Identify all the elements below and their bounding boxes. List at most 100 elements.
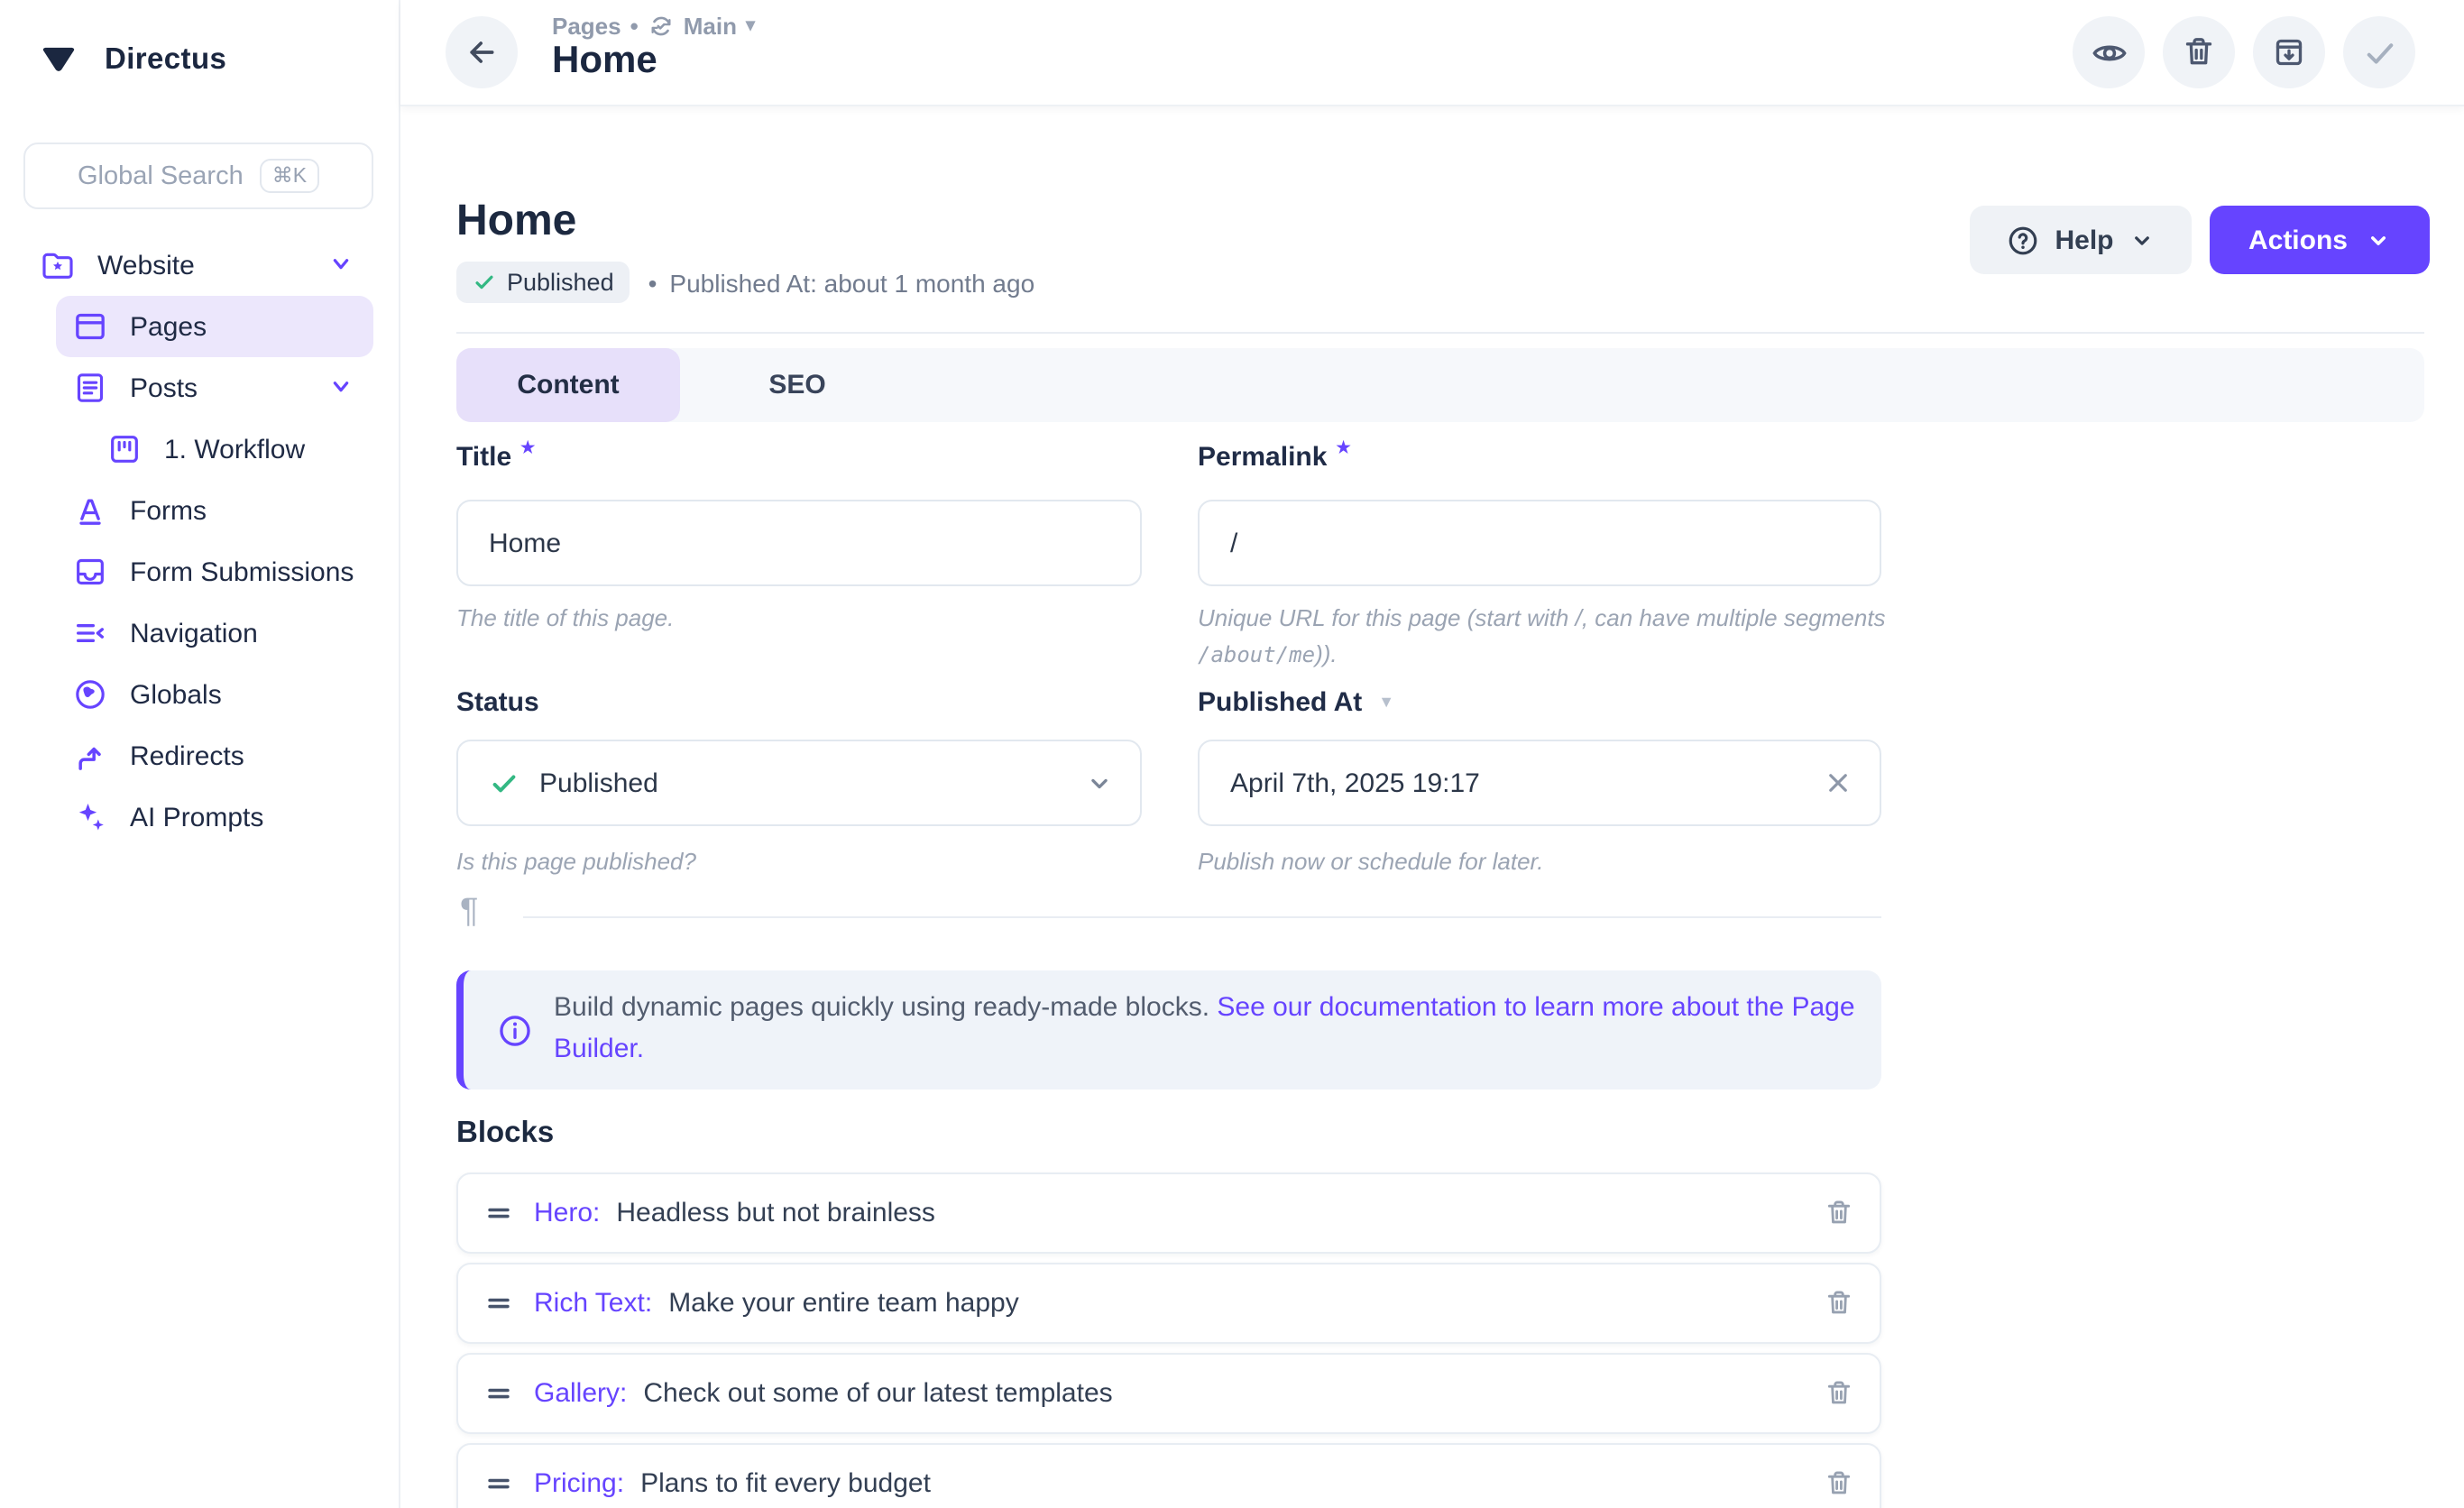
sidebar-item-label: AI Prompts — [130, 802, 264, 832]
drag-handle-icon[interactable] — [483, 1288, 514, 1319]
tab-content[interactable]: Content — [456, 348, 680, 422]
block-type[interactable]: Pricing: — [534, 1468, 625, 1499]
back-button[interactable] — [446, 16, 518, 88]
sidebar-item-workflow[interactable]: 1. Workflow — [90, 418, 373, 480]
search-shortcut-badge: ⌘K — [259, 159, 320, 193]
sidebar-item-navigation[interactable]: Navigation — [56, 602, 373, 664]
block-row-pricing[interactable]: Pricing: Plans to fit every budget — [456, 1443, 1881, 1508]
tab-bar: Content SEO — [456, 348, 2424, 422]
status-field-note: Is this page published? — [456, 848, 696, 875]
breadcrumb[interactable]: Pages • Main ▾ — [552, 13, 755, 40]
archive-button[interactable] — [2253, 16, 2325, 88]
search-placeholder: Global Search — [77, 161, 244, 190]
breadcrumb-collection[interactable]: Pages — [552, 13, 621, 40]
sidebar-item-label: Navigation — [130, 618, 258, 648]
drag-handle-icon[interactable] — [483, 1468, 514, 1499]
chevron-down-icon[interactable] — [326, 373, 373, 402]
block-title: Check out some of our latest templates — [643, 1378, 1113, 1409]
documentation-link[interactable]: See our documentation to learn more abou… — [554, 992, 1855, 1063]
sidebar-item-redirects[interactable]: Redirects — [56, 725, 373, 786]
inbox-icon — [77, 558, 104, 585]
sidebar-item-form-submissions[interactable]: Form Submissions — [56, 541, 373, 602]
menu-open-icon — [77, 624, 105, 642]
status-select[interactable]: Published — [456, 740, 1142, 826]
title-field-label: Title ★ — [456, 438, 536, 473]
block-row-gallery[interactable]: Gallery: Check out some of our latest te… — [456, 1353, 1881, 1434]
app-logo[interactable]: Directus — [0, 0, 399, 83]
block-delete-button[interactable] — [1824, 1378, 1854, 1409]
trash-icon — [1827, 1471, 1851, 1494]
drag-handle-icon[interactable] — [483, 1198, 514, 1228]
chevron-down-icon — [2370, 235, 2385, 244]
tab-seo[interactable]: SEO — [768, 370, 826, 400]
save-button[interactable] — [2343, 16, 2415, 88]
page-title: Home — [456, 197, 577, 245]
document-icon — [77, 373, 104, 402]
breadcrumb-version[interactable]: Main — [683, 13, 737, 40]
info-icon — [500, 1016, 530, 1046]
breadcrumb-separator: • — [630, 13, 639, 40]
status-field-label: Status — [456, 687, 539, 718]
help-button[interactable]: Help — [1970, 206, 2192, 274]
sidebar-item-posts[interactable]: Posts — [56, 357, 373, 418]
published-meta: • Published At: about 1 month ago — [648, 268, 1035, 297]
block-row-rich-text[interactable]: Rich Text: Make your entire team happy — [456, 1263, 1881, 1344]
block-title: Headless but not brainless — [616, 1198, 935, 1228]
app-logo-text: Directus — [105, 43, 227, 76]
redirect-arrow-icon — [78, 747, 101, 770]
block-delete-button[interactable] — [1824, 1198, 1854, 1228]
pilcrow-icon: ¶ — [460, 893, 479, 931]
eye-icon — [2092, 44, 2126, 60]
sidebar-item-label: Forms — [130, 495, 207, 526]
drag-handle-icon[interactable] — [483, 1378, 514, 1409]
published-at-input[interactable]: April 7th, 2025 19:17 — [1198, 740, 1881, 826]
caret-down-icon[interactable]: ▼ — [1378, 693, 1395, 711]
chevron-down-icon — [1091, 777, 1108, 788]
trash-icon — [1827, 1200, 1851, 1224]
top-header: Pages • Main ▾ Home — [400, 0, 2464, 106]
block-row-hero[interactable]: Hero: Headless but not brainless — [456, 1172, 1881, 1254]
block-delete-button[interactable] — [1824, 1288, 1854, 1319]
close-icon — [1829, 774, 1847, 792]
arrow-left-icon — [470, 41, 494, 63]
globe-icon — [76, 680, 105, 709]
sidebar-item-ai-prompts[interactable]: AI Prompts — [56, 786, 373, 848]
banner-text: Build dynamic pages quickly using ready-… — [554, 992, 1855, 1063]
sidebar-item-label: Website — [97, 250, 195, 280]
actions-button[interactable]: Actions — [2210, 206, 2430, 274]
block-delete-button[interactable] — [1824, 1468, 1854, 1499]
sidebar-item-label: Globals — [130, 679, 222, 710]
block-type[interactable]: Hero: — [534, 1198, 601, 1228]
sidebar-item-label: Posts — [130, 372, 198, 403]
check-icon — [2366, 42, 2393, 63]
sidebar-item-pages[interactable]: Pages — [56, 296, 373, 357]
clear-date-button[interactable] — [1822, 767, 1854, 799]
directus-logo-icon — [42, 47, 75, 71]
block-title: Plans to fit every budget — [640, 1468, 931, 1499]
sidebar-item-website[interactable]: Website — [22, 234, 373, 296]
caret-down-icon: ▾ — [746, 16, 756, 36]
block-type[interactable]: Gallery: — [534, 1378, 628, 1409]
delete-button[interactable] — [2163, 16, 2235, 88]
folder-star-icon — [42, 253, 73, 279]
header-toolbar — [2073, 16, 2415, 88]
global-search-input[interactable]: Global Search ⌘K — [23, 143, 373, 209]
required-star-icon: ★ — [520, 438, 536, 456]
letter-a-icon — [79, 499, 101, 525]
content-area: Home Published • Published At: about 1 m… — [400, 106, 2464, 1508]
sparkles-icon — [78, 804, 104, 831]
sidebar-item-globals[interactable]: Globals — [56, 664, 373, 725]
chevron-down-icon[interactable] — [326, 251, 373, 280]
sidebar-item-forms[interactable]: Forms — [56, 480, 373, 541]
info-banner: Build dynamic pages quickly using ready-… — [456, 970, 1881, 1090]
actions-button-label: Actions — [2248, 225, 2348, 255]
sidebar-item-label: Form Submissions — [130, 556, 354, 587]
status-select-value: Published — [539, 768, 658, 798]
block-type[interactable]: Rich Text: — [534, 1288, 653, 1319]
version-sync-icon — [651, 16, 671, 36]
preview-button[interactable] — [2073, 16, 2145, 88]
permalink-field-input[interactable] — [1198, 500, 1881, 586]
title-field-input[interactable] — [456, 500, 1142, 586]
sidebar-item-label: Redirects — [130, 740, 244, 771]
sidebar-item-label: 1. Workflow — [164, 434, 306, 464]
